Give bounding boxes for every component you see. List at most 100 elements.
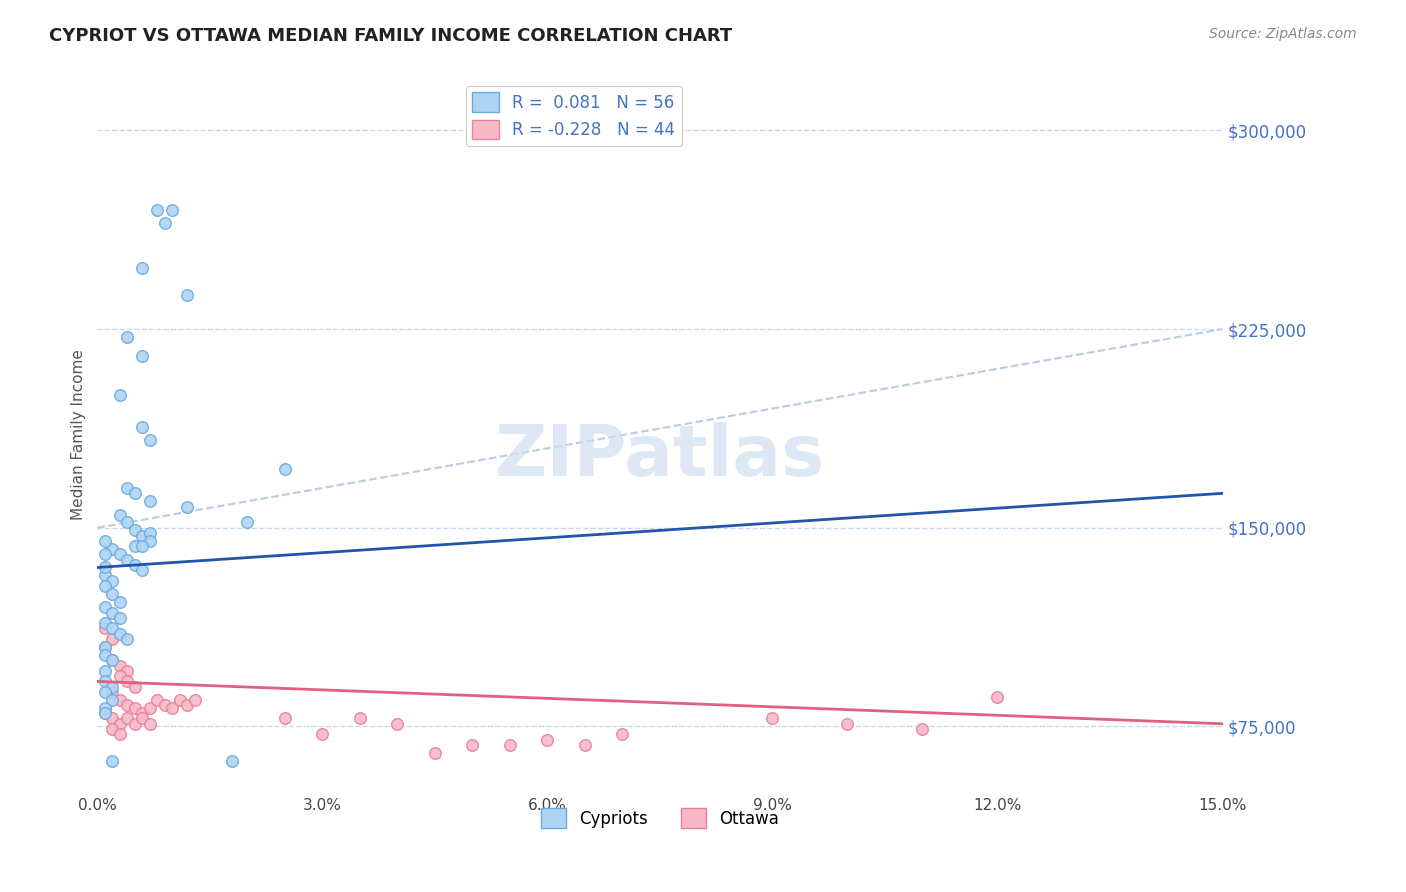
Point [146,693,169,707]
Point [131,706,153,721]
Point [124,524,146,538]
Point [94,664,117,678]
Point [139,494,162,508]
Point [124,486,146,500]
Point [139,526,162,541]
Point [461,738,484,752]
Point [117,698,139,713]
Y-axis label: Median Family Income: Median Family Income [72,350,86,521]
Point [108,626,131,640]
Point [131,711,153,725]
Point [139,701,162,715]
Point [117,552,139,566]
Point [387,716,409,731]
Point [139,434,162,448]
Point [108,693,131,707]
Point [108,611,131,625]
Point [162,701,184,715]
Point [124,558,146,572]
Point [311,727,333,741]
Point [837,716,859,731]
Point [153,216,176,230]
Point [94,568,117,582]
Point [184,693,207,707]
Point [108,508,131,522]
Point [94,706,117,721]
Point [94,616,117,631]
Point [117,330,139,344]
Point [117,481,139,495]
Point [221,754,243,768]
Point [612,727,634,741]
Point [176,698,198,713]
Point [499,738,522,752]
Point [124,539,146,553]
Point [94,560,117,574]
Point [101,574,124,588]
Point [94,706,117,721]
Point [131,539,153,553]
Point [108,547,131,561]
Point [274,462,297,476]
Point [94,674,117,689]
Point [94,640,117,654]
Point [101,587,124,601]
Point [176,287,198,301]
Point [131,420,153,434]
Point [117,711,139,725]
Point [101,653,124,667]
Point [108,716,131,731]
Point [169,693,191,707]
Point [162,202,184,217]
Point [117,664,139,678]
Point [349,711,371,725]
Point [124,680,146,694]
Point [101,541,124,556]
Point [131,261,153,276]
Point [274,711,297,725]
Point [108,595,131,609]
Legend: Cypriots, Ottawa: Cypriots, Ottawa [534,802,786,834]
Point [124,701,146,715]
Point [124,716,146,731]
Point [146,202,169,217]
Point [176,500,198,514]
Point [536,732,558,747]
Point [131,349,153,363]
Point [139,534,162,549]
Point [117,674,139,689]
Point [761,711,783,725]
Point [139,716,162,731]
Point [94,701,117,715]
Point [108,388,131,402]
Point [94,547,117,561]
Point [108,669,131,683]
Point [423,746,446,760]
Point [911,722,934,736]
Point [101,680,124,694]
Point [101,693,124,707]
Point [131,563,153,577]
Text: CYPRIOT VS OTTAWA MEDIAN FAMILY INCOME CORRELATION CHART: CYPRIOT VS OTTAWA MEDIAN FAMILY INCOME C… [49,27,733,45]
Point [101,722,124,736]
Point [101,754,124,768]
Point [94,640,117,654]
Point [101,685,124,699]
Point [101,622,124,636]
Point [101,632,124,646]
Point [101,711,124,725]
Point [94,534,117,549]
Point [108,727,131,741]
Point [153,698,176,713]
Point [94,622,117,636]
Text: Source: ZipAtlas.com: Source: ZipAtlas.com [1209,27,1357,41]
Point [101,606,124,620]
Point [117,632,139,646]
Point [131,529,153,543]
Point [94,685,117,699]
Point [94,648,117,662]
Point [236,516,259,530]
Text: ZIPatlas: ZIPatlas [495,422,825,491]
Point [117,516,139,530]
Point [986,690,1008,705]
